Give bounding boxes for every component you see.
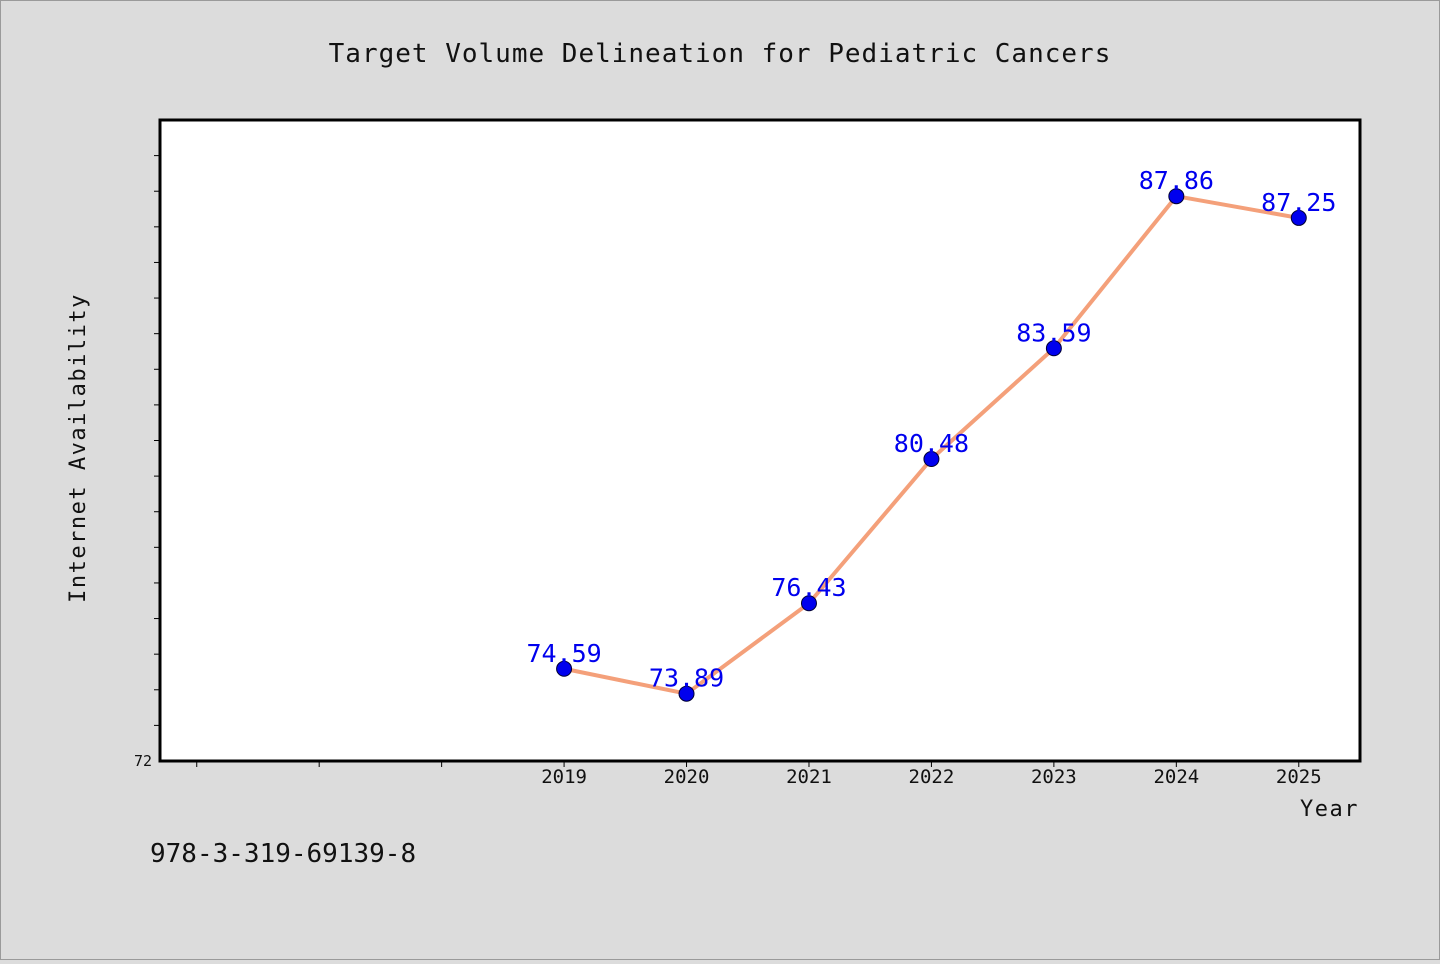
y-tick-label: 72 [134,752,152,770]
data-label: 76.43 [771,573,846,602]
isbn-footer: 978-3-319-69139-8 [150,839,416,869]
data-label: 73.89 [649,664,724,693]
plot-area [158,118,1362,763]
data-label: 83.59 [1016,318,1091,347]
x-tick-label: 2022 [909,766,955,788]
data-point [800,595,817,612]
x-tick-label: 2023 [1031,766,1077,788]
x-axis-label: Year [1300,797,1359,822]
series-group: 74.59 73.89 76.43 80.48 83.59 87.86 87.25 [526,166,1336,702]
x-tick-label: 2024 [1153,766,1199,788]
x-tick-label: 2025 [1276,766,1322,788]
x-axis: 2019 2020 2021 2022 2023 2024 2025 [196,761,1322,788]
data-point [923,451,940,468]
y-axis: 72 [134,155,160,770]
data-label: 87.86 [1139,166,1214,195]
x-tick-label: 2021 [786,766,832,788]
chart-title: Target Volume Delineation for Pediatric … [329,39,1112,69]
data-label: 74.59 [526,639,601,668]
data-point [556,660,573,677]
x-tick-label: 2019 [541,766,587,788]
data-label: 80.48 [894,429,969,458]
data-point [1045,340,1062,357]
data-point [1168,188,1185,205]
y-axis-label: Internet Availability [66,293,91,603]
x-tick-label: 2020 [664,766,710,788]
data-point [678,685,695,702]
data-label: 87.25 [1261,188,1336,217]
data-point [1290,209,1307,226]
